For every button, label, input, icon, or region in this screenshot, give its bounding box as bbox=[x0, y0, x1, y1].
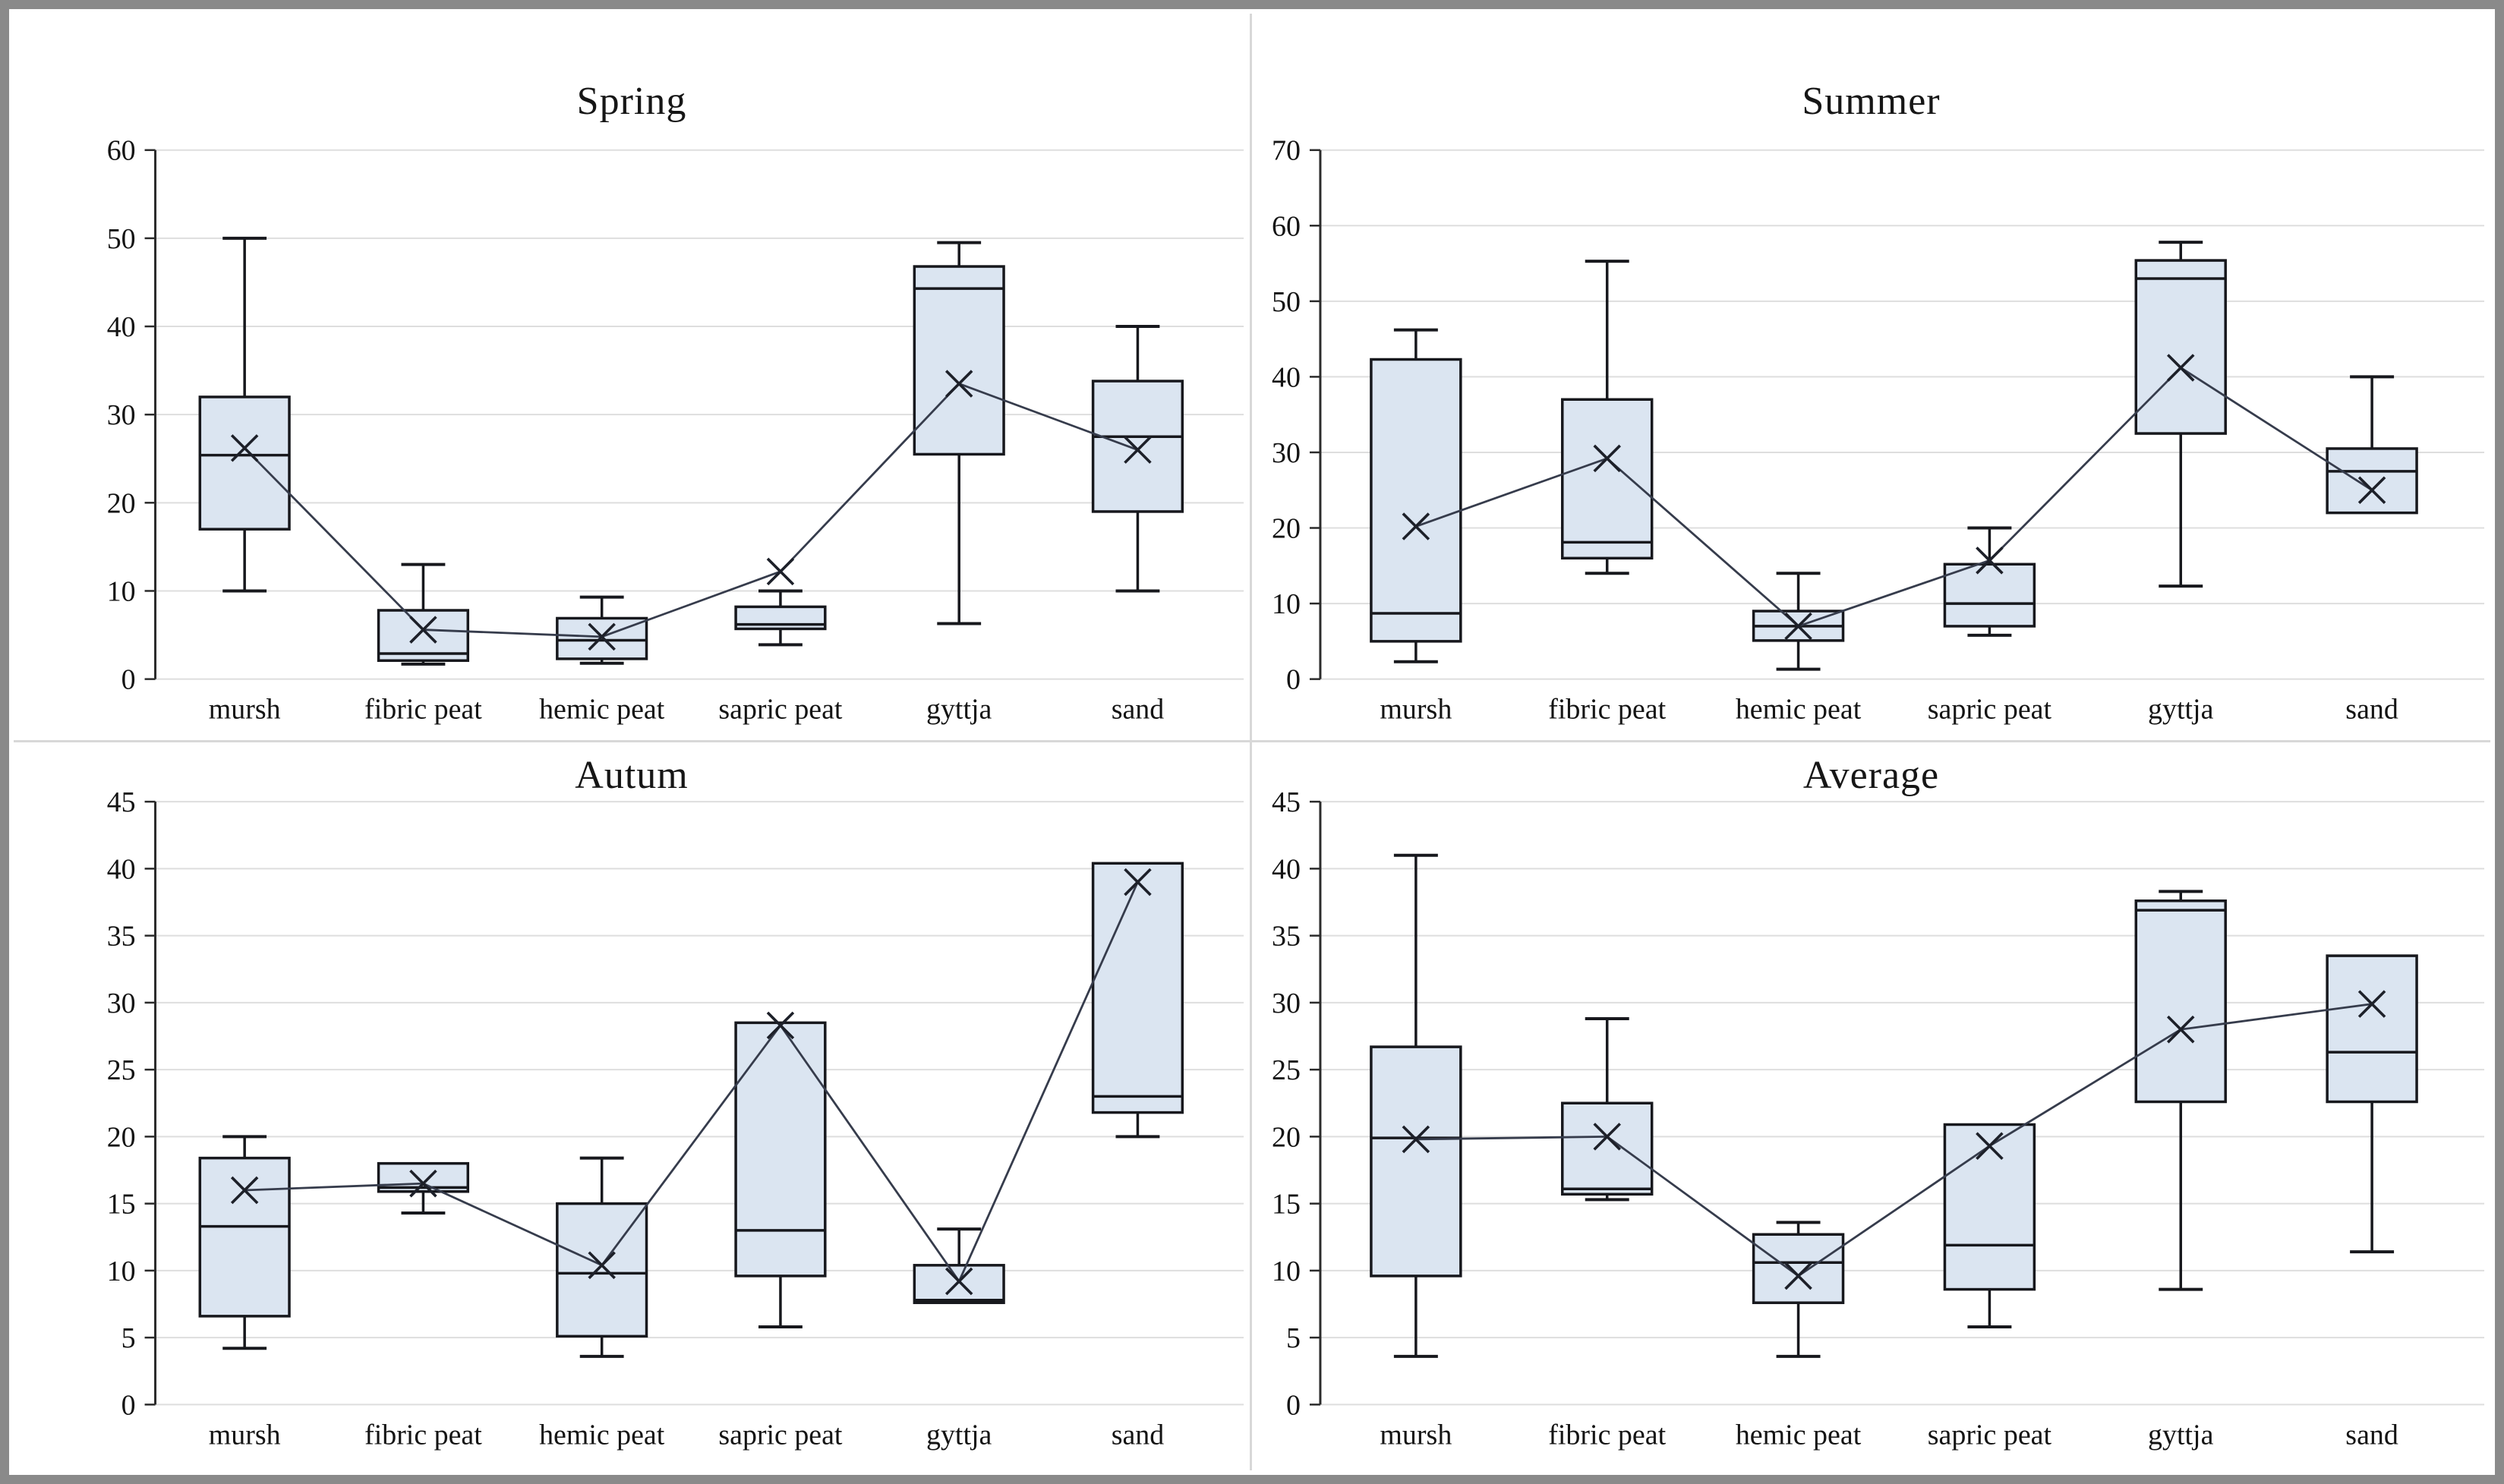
svg-text:10: 10 bbox=[1272, 588, 1301, 620]
svg-text:50: 50 bbox=[107, 223, 136, 255]
svg-text:45: 45 bbox=[1272, 786, 1301, 818]
svg-text:5: 5 bbox=[1286, 1322, 1301, 1354]
panel-grid: Spring 0 10 20 30 40 50 60 mursh fibric peat hemi… bbox=[14, 14, 2490, 1470]
svg-text:20: 20 bbox=[1272, 1121, 1301, 1153]
svg-text:0: 0 bbox=[1286, 664, 1301, 696]
svg-text:30: 30 bbox=[1272, 987, 1301, 1019]
svg-text:sand: sand bbox=[1112, 1419, 1164, 1451]
panel-spring: Spring 0 10 20 30 40 50 60 mursh fibric peat hemi… bbox=[14, 14, 1252, 742]
svg-text:sand: sand bbox=[2345, 694, 2398, 726]
svg-text:20: 20 bbox=[107, 487, 136, 519]
svg-text:sand: sand bbox=[2345, 1419, 2398, 1451]
svg-text:20: 20 bbox=[1272, 513, 1301, 545]
svg-text:fibric peat: fibric peat bbox=[1548, 1419, 1666, 1451]
svg-text:hemic peat: hemic peat bbox=[539, 694, 665, 726]
average-boxplot-canvas: 0 5 10 15 20 25 30 35 40 45 mursh fibric peat hemic … bbox=[1272, 786, 2485, 1451]
svg-text:35: 35 bbox=[107, 920, 136, 952]
svg-text:fibric peat: fibric peat bbox=[364, 1419, 482, 1451]
svg-text:25: 25 bbox=[1272, 1054, 1301, 1086]
spring-boxplot-canvas: 0 10 20 30 40 50 60 mursh fibric peat hemic peat s… bbox=[107, 135, 1244, 726]
svg-text:gyttja: gyttja bbox=[2148, 694, 2214, 726]
svg-text:15: 15 bbox=[1272, 1188, 1301, 1220]
svg-text:gyttja: gyttja bbox=[2148, 1419, 2214, 1451]
svg-text:fibric peat: fibric peat bbox=[1548, 694, 1666, 726]
svg-text:40: 40 bbox=[1272, 361, 1301, 393]
svg-text:sapric peat: sapric peat bbox=[1928, 694, 2052, 726]
svg-text:0: 0 bbox=[121, 664, 136, 696]
svg-text:sapric peat: sapric peat bbox=[718, 694, 843, 726]
svg-text:60: 60 bbox=[107, 135, 136, 167]
svg-text:sapric peat: sapric peat bbox=[1928, 1419, 2052, 1451]
svg-text:25: 25 bbox=[107, 1054, 136, 1086]
svg-text:5: 5 bbox=[121, 1322, 136, 1354]
summer-boxplot-canvas: 0 10 20 30 40 50 60 70 mursh fibric peat hemic pea… bbox=[1272, 135, 2485, 726]
svg-text:40: 40 bbox=[1272, 853, 1301, 885]
svg-text:mursh: mursh bbox=[209, 1419, 281, 1451]
svg-text:10: 10 bbox=[107, 575, 136, 607]
svg-text:hemic peat: hemic peat bbox=[1736, 694, 1862, 726]
svg-text:40: 40 bbox=[107, 311, 136, 343]
svg-text:15: 15 bbox=[107, 1188, 136, 1220]
svg-text:20: 20 bbox=[107, 1121, 136, 1153]
svg-text:mursh: mursh bbox=[1380, 1419, 1452, 1451]
svg-text:30: 30 bbox=[1272, 437, 1301, 469]
svg-text:10: 10 bbox=[1272, 1255, 1301, 1287]
svg-text:sapric peat: sapric peat bbox=[718, 1419, 843, 1451]
svg-text:30: 30 bbox=[107, 399, 136, 431]
svg-text:gyttja: gyttja bbox=[926, 694, 992, 726]
svg-text:10: 10 bbox=[107, 1255, 136, 1287]
svg-text:0: 0 bbox=[1286, 1389, 1301, 1421]
svg-text:60: 60 bbox=[1272, 210, 1301, 242]
svg-text:fibric peat: fibric peat bbox=[364, 694, 482, 726]
svg-text:mursh: mursh bbox=[209, 694, 281, 726]
svg-text:35: 35 bbox=[1272, 920, 1301, 952]
panel-summer: Summer 0 10 20 30 40 50 60 70 mursh fibric peat he… bbox=[1252, 14, 2490, 742]
svg-text:45: 45 bbox=[107, 786, 136, 818]
autum-boxplot-canvas: 0 5 10 15 20 25 30 35 40 45 mursh fibric peat hemic … bbox=[107, 786, 1244, 1451]
svg-text:70: 70 bbox=[1272, 135, 1301, 167]
svg-text:50: 50 bbox=[1272, 286, 1301, 318]
svg-text:30: 30 bbox=[107, 987, 136, 1019]
svg-text:0: 0 bbox=[121, 1389, 136, 1421]
svg-text:40: 40 bbox=[107, 853, 136, 885]
svg-text:hemic peat: hemic peat bbox=[539, 1419, 665, 1451]
panel-average: Average 0 5 10 15 20 25 30 35 40 45 mursh fibric pe… bbox=[1252, 742, 2490, 1470]
svg-text:hemic peat: hemic peat bbox=[1736, 1419, 1862, 1451]
svg-text:gyttja: gyttja bbox=[926, 1419, 992, 1451]
svg-text:mursh: mursh bbox=[1380, 694, 1452, 726]
svg-text:sand: sand bbox=[1112, 694, 1164, 726]
panel-autum: Autum 0 5 10 15 20 25 30 35 40 45 mursh fibric peat… bbox=[14, 742, 1252, 1470]
